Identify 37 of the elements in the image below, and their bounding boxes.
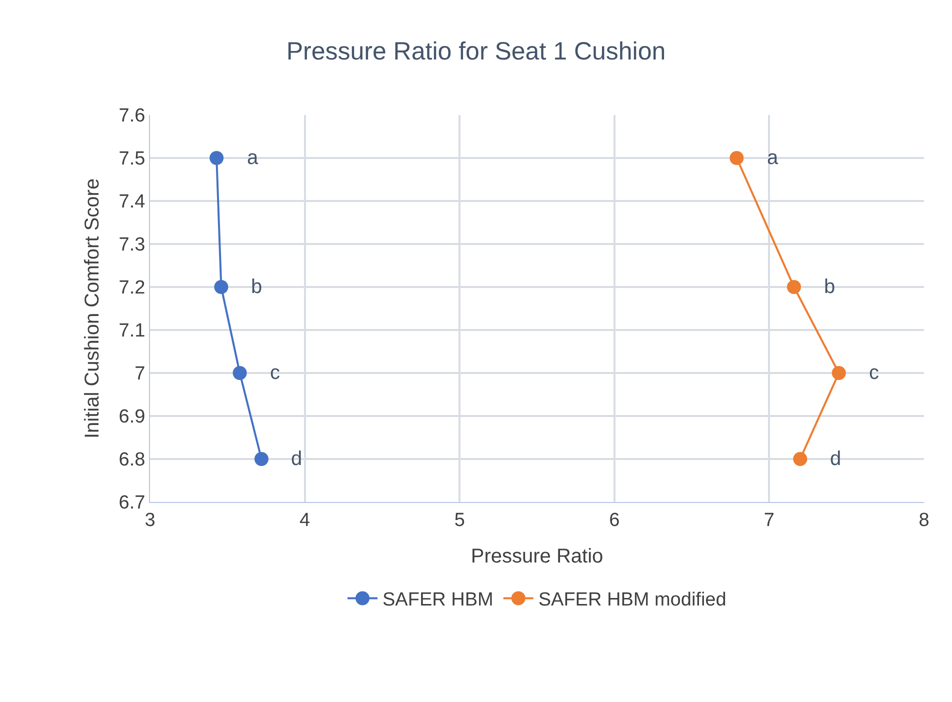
point (210, 151, 224, 165)
y-tick-label: 6.9 (118, 406, 146, 428)
point (232, 366, 247, 380)
annotation: c (869, 362, 879, 384)
annotation: b (251, 276, 262, 298)
point (214, 280, 228, 294)
y-tick-label: 7.3 (118, 234, 146, 256)
x-tick-label: 6 (609, 510, 620, 531)
y-axis-title: Initial Cushion Comfort Score (81, 178, 104, 439)
x-tick-label: 3 (144, 510, 156, 531)
legend-label: SAFER HBM modified (538, 590, 726, 611)
annotation: b (824, 276, 836, 298)
point (786, 280, 801, 294)
y-tick-label: 7.5 (118, 148, 146, 170)
y-tick-label: 7.1 (118, 320, 146, 342)
y-tick-label: 7 (134, 364, 146, 385)
x-axis-title: Pressure Ratio (470, 545, 604, 568)
y-tick-label: 7.6 (118, 106, 146, 127)
annotation: c (270, 362, 280, 384)
y-tick-label: 7.2 (118, 278, 146, 299)
annotation: a (247, 147, 259, 169)
x-tick-label: 4 (300, 510, 311, 531)
point (793, 452, 808, 466)
y-tick-label: 6.8 (118, 450, 146, 471)
y-tick-label: 6.7 (118, 492, 146, 514)
annotation: d (830, 448, 842, 470)
annotation: a (767, 147, 779, 169)
point (254, 452, 268, 466)
x-tick-label: 8 (918, 510, 930, 531)
legend-label: SAFER HBM (382, 590, 494, 611)
point (832, 366, 846, 380)
x-tick-label: 5 (454, 510, 465, 531)
point (730, 151, 744, 165)
x-tick-label: 7 (764, 510, 774, 531)
y-tick-label: 7.4 (118, 192, 146, 213)
annotation: d (291, 448, 302, 470)
chart-title: Pressure Ratio for Seat 1 Cushion (286, 38, 666, 66)
